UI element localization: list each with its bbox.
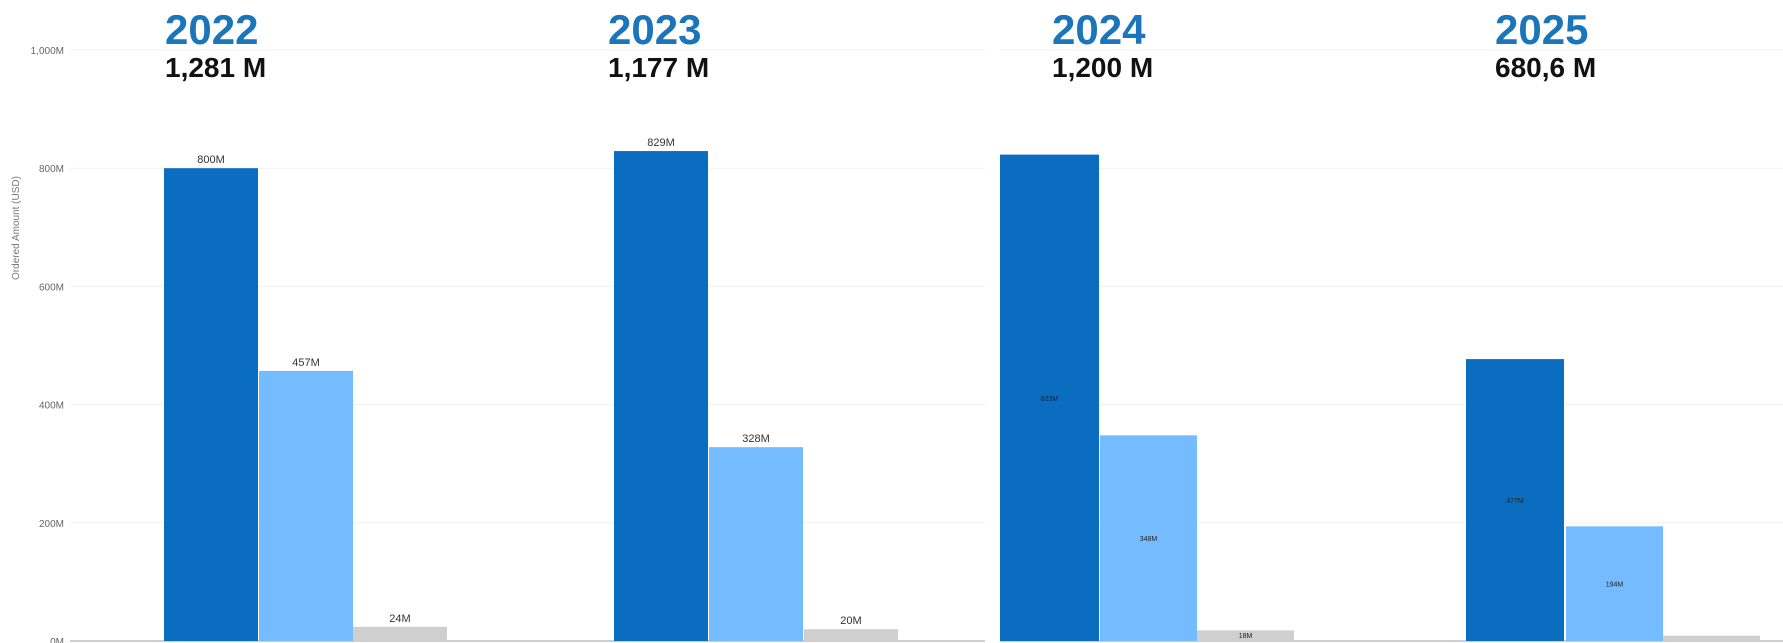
year-label-2024: 2024	[1052, 6, 1146, 53]
bar-2022-1	[164, 168, 258, 641]
y-tick-label: 400M	[39, 401, 64, 412]
bar-2025-3	[1663, 635, 1760, 641]
y-tick-label: 600M	[39, 282, 64, 293]
bar-value-label: 348M	[1140, 536, 1158, 543]
y-tick-label: 200M	[39, 519, 64, 530]
bar-value-label: 18M	[1239, 633, 1253, 640]
bar-2025-1	[1466, 359, 1564, 641]
bar-value-label: 20M	[840, 615, 861, 627]
year-label-2023: 2023	[608, 6, 701, 53]
y-tick-label: 0M	[50, 637, 64, 643]
bar-2022-3	[353, 626, 447, 641]
total-label-2025: 680,6 M	[1495, 52, 1596, 83]
bar-value-label: 24M	[389, 613, 410, 625]
bar-value-label: 829M	[647, 137, 675, 149]
total-label-2023: 1,177 M	[608, 52, 709, 83]
y-axis-label: Ordered Amount (USD)	[11, 176, 22, 280]
bar-value-label: 823M	[1041, 396, 1059, 403]
total-label-2022: 1,281 M	[165, 52, 266, 83]
bar-value-label: 477M	[1506, 498, 1524, 505]
bar-value-label: 194M	[1606, 582, 1624, 589]
bar-2023-2	[709, 447, 803, 641]
bar-value-label: 457M	[292, 357, 320, 369]
total-label-2024: 1,200 M	[1052, 52, 1153, 83]
bar-2024-1	[1000, 154, 1099, 641]
y-axis: 0M 200M 400M 600M 800M 1,000M	[31, 46, 64, 643]
bar-value-label: 328M	[742, 433, 770, 445]
bar-value-label: 800M	[197, 154, 225, 166]
bar-2023-3	[804, 629, 898, 641]
bar-2024-3	[1197, 630, 1294, 641]
bars: 800M 457M 24M 829M 328M 20M 823M 348M 18M 477M 194…	[164, 137, 1760, 641]
y-tick-label: 800M	[39, 164, 64, 175]
year-label-2022: 2022	[165, 6, 258, 53]
bar-2025-2	[1566, 526, 1663, 641]
year-label-2025: 2025	[1495, 6, 1588, 53]
bar-2024-2	[1100, 435, 1197, 641]
bar-2023-1	[614, 151, 708, 641]
y-tick-label: 1,000M	[31, 46, 64, 57]
bar-2022-2	[259, 370, 353, 641]
